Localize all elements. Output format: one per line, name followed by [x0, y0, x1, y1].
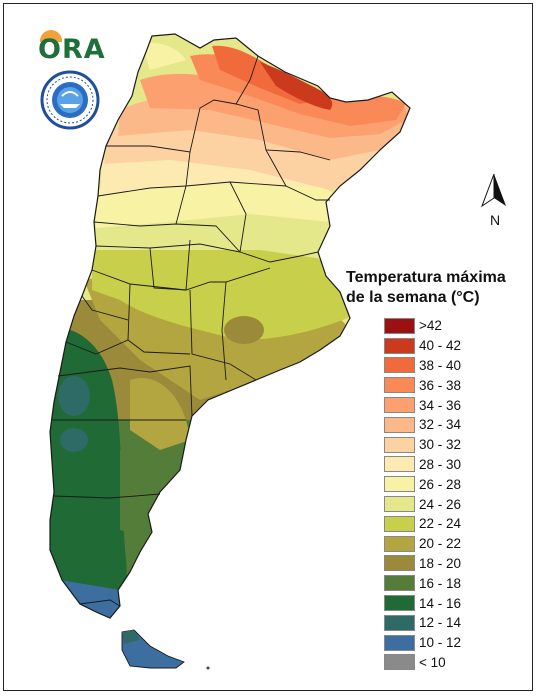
- legend-label: 28 - 30: [419, 456, 462, 472]
- legend-swatch: [384, 456, 415, 473]
- legend-item: < 10: [384, 653, 494, 673]
- legend-swatch: [384, 614, 415, 631]
- legend-swatch: [384, 535, 415, 552]
- legend-label: >42: [419, 318, 442, 334]
- legend-item: 32 - 34: [384, 415, 494, 435]
- zone-40-42: [260, 62, 333, 110]
- zone-12-14-a: [58, 376, 90, 416]
- legend-label: 24 - 26: [419, 496, 462, 512]
- legend-item: 24 - 26: [384, 494, 494, 514]
- legend-label: 20 - 22: [419, 536, 462, 552]
- zone-12-14-b: [60, 428, 88, 452]
- legend-swatch: [384, 397, 415, 414]
- zone-32-34: [118, 95, 410, 160]
- north-label: N: [490, 212, 501, 228]
- legend-swatch: [384, 634, 415, 651]
- temperature-zones: [50, 42, 410, 618]
- legend-swatch: [384, 555, 415, 572]
- zone-22-24: [92, 240, 352, 340]
- north-arrow-icon: [480, 173, 506, 208]
- legend-label: 30 - 32: [419, 437, 462, 453]
- legend-swatch: [384, 436, 415, 453]
- legend-label: 40 - 42: [419, 338, 462, 354]
- legend-swatch: [384, 595, 415, 612]
- zone-26-28-north: [142, 42, 186, 70]
- legend-item: 22 - 24: [384, 514, 494, 534]
- legend-title: Temperatura máxima de la semana (°C): [346, 268, 506, 308]
- ora-logo: ORA: [34, 28, 106, 65]
- legend-swatch: [384, 496, 415, 513]
- legend-swatch: [384, 476, 415, 493]
- legend-item: 12 - 14: [384, 613, 494, 633]
- legend-item: 38 - 40: [384, 356, 494, 376]
- legend-label: 12 - 14: [419, 615, 462, 631]
- sun-icon: [40, 30, 62, 42]
- legend-item: 20 - 22: [384, 534, 494, 554]
- island-dot: [206, 666, 210, 670]
- legend-item: 36 - 38: [384, 375, 494, 395]
- legend-label: 38 - 40: [419, 357, 462, 373]
- legend-swatch: [384, 377, 415, 394]
- tierra-del-fuego-north: [122, 630, 140, 644]
- legend-item: 34 - 36: [384, 395, 494, 415]
- temperature-legend: >42 40 - 42 38 - 40 36 - 38 34 - 36 32 - 34 30…: [384, 316, 494, 672]
- legend-swatch: [384, 575, 415, 592]
- legend-swatch: [384, 357, 415, 374]
- legend-item: 40 - 42: [384, 336, 494, 356]
- legend-label: < 10: [419, 654, 446, 670]
- legend-swatch: [384, 515, 415, 532]
- legend-swatch: [384, 654, 415, 671]
- legend-label: 16 - 18: [419, 575, 462, 591]
- legend-swatch: [384, 337, 415, 354]
- province-boundaries: [49, 33, 411, 619]
- legend-label: 10 - 12: [419, 635, 462, 651]
- legend-label: 32 - 34: [419, 417, 462, 433]
- legend-item: 10 - 12: [384, 633, 494, 653]
- legend-swatch: [384, 317, 415, 334]
- legend-item: 28 - 30: [384, 455, 494, 475]
- legend-item: 26 - 28: [384, 474, 494, 494]
- legend-label: 18 - 20: [419, 555, 462, 571]
- legend-label: 22 - 24: [419, 516, 462, 532]
- legend-item: >42: [384, 316, 494, 336]
- zone-20-22-patagonia: [130, 378, 190, 450]
- zone-26-28: [94, 178, 336, 228]
- legend-label: 34 - 36: [419, 397, 462, 413]
- legend-item: 18 - 20: [384, 554, 494, 574]
- legend-item: 30 - 32: [384, 435, 494, 455]
- legend-title-line1: Temperatura máxima: [346, 269, 506, 286]
- legend-item: 16 - 18: [384, 573, 494, 593]
- zone-18-20-center: [224, 316, 264, 344]
- legend-title-line2: de la semana (°C): [346, 289, 480, 306]
- ora-logo-text: ORA: [38, 34, 106, 65]
- legend-swatch: [384, 416, 415, 433]
- smn-seal-icon: [40, 70, 100, 130]
- zone-28-30: [100, 152, 320, 196]
- legend-item: 14 - 16: [384, 593, 494, 613]
- legend-label: 26 - 28: [419, 476, 462, 492]
- legend-label: 36 - 38: [419, 377, 462, 393]
- legend-label: 14 - 16: [419, 595, 462, 611]
